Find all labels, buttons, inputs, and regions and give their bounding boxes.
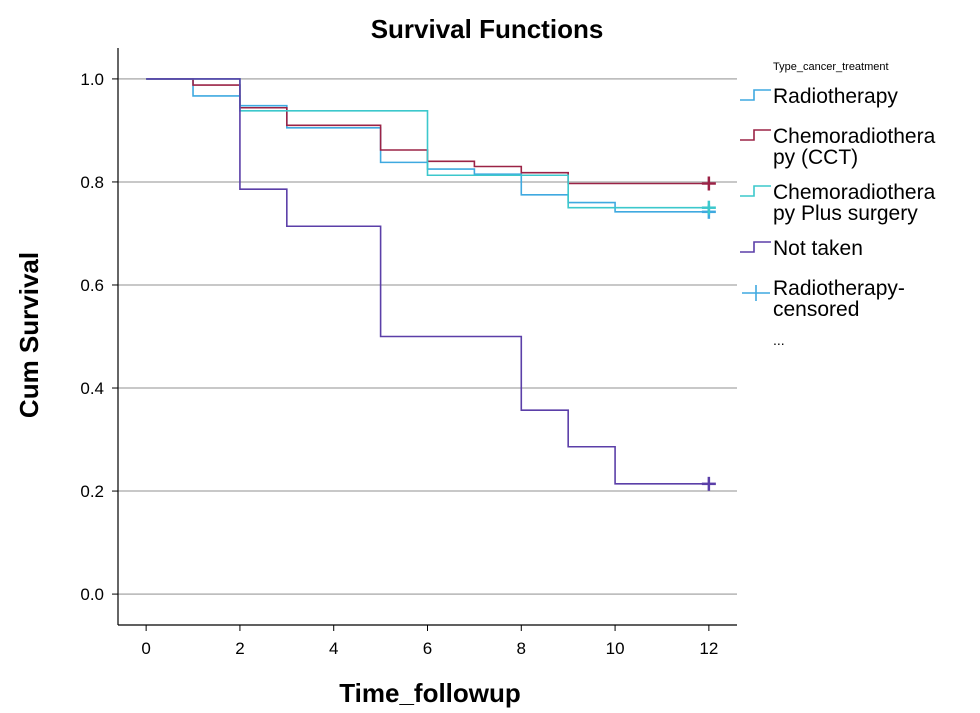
legend-entry-0: Radiotherapy <box>740 85 898 108</box>
censor-marker-2 <box>701 200 716 215</box>
x-axis-ticks: 0 2 4 6 8 10 12 <box>141 625 718 658</box>
y-axis-ticks: 0.0 0.2 0.4 0.6 0.8 1.0 <box>80 70 118 604</box>
series-line-2 <box>146 78 709 209</box>
x-tick-label: 2 <box>235 639 244 658</box>
legend-label: Chemoradiothera <box>773 125 936 148</box>
series-line-3 <box>146 78 709 485</box>
legend-label: py Plus surgery <box>773 202 918 225</box>
chart-title: Survival Functions <box>371 14 604 44</box>
legend-label: censored <box>773 298 859 321</box>
legend-label: Radiotherapy- <box>773 277 905 300</box>
legend-label: Not taken <box>773 237 863 260</box>
legend-swatch <box>740 129 771 141</box>
legend-more: ... <box>773 332 785 348</box>
legend-swatch <box>740 241 771 253</box>
series-lines <box>146 78 709 485</box>
censor-markers <box>701 176 716 491</box>
legend-swatch <box>740 89 771 101</box>
censor-marker-1 <box>701 176 716 191</box>
legend-entry-4: Radiotherapy-censored <box>742 277 905 321</box>
legend-label: Chemoradiothera <box>773 181 936 204</box>
x-axis-label: Time_followup <box>339 678 521 708</box>
legend: Type_cancer_treatment Radiotherapy Chemor… <box>740 61 936 348</box>
series-line-1 <box>146 78 709 185</box>
legend-title: Type_cancer_treatment <box>773 61 889 73</box>
y-tick-label: 0.0 <box>80 585 104 604</box>
x-tick-label: 4 <box>329 639 338 658</box>
x-tick-label: 8 <box>517 639 526 658</box>
x-tick-label: 6 <box>423 639 432 658</box>
y-tick-label: 0.2 <box>80 482 104 501</box>
y-axis-label: Cum Survival <box>14 252 44 418</box>
y-tick-label: 0.4 <box>80 379 104 398</box>
censor-marker-3 <box>701 476 716 491</box>
y-tick-label: 0.6 <box>80 276 104 295</box>
legend-label: Radiotherapy <box>773 85 898 108</box>
legend-label: py (CCT) <box>773 146 858 169</box>
x-tick-label: 10 <box>606 639 625 658</box>
x-tick-label: 12 <box>699 639 718 658</box>
y-tick-label: 1.0 <box>80 70 104 89</box>
x-tick-label: 0 <box>141 639 150 658</box>
legend-entry-3: Not taken <box>740 237 863 260</box>
y-tick-label: 0.8 <box>80 173 104 192</box>
legend-swatch <box>740 185 771 197</box>
